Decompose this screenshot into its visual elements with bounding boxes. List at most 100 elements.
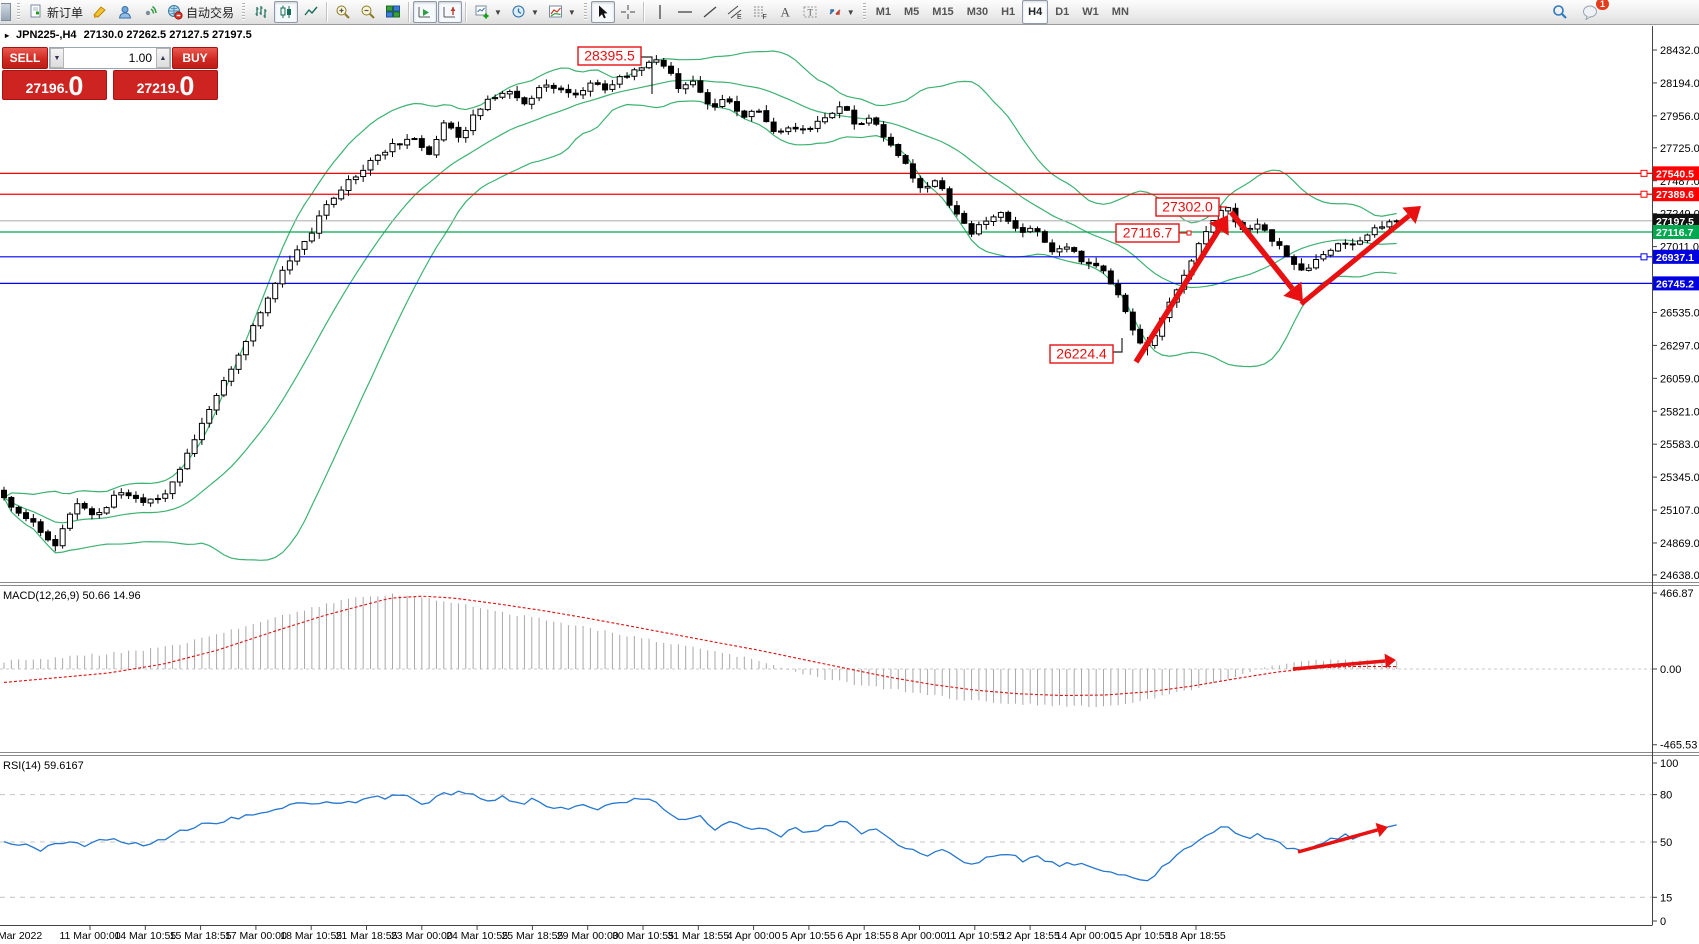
sell-price-main: 27196 [25, 80, 65, 96]
sell-button[interactable]: SELL [2, 47, 48, 69]
price-badge [1653, 224, 1699, 239]
autotrading-button[interactable]: 自动交易 [163, 1, 238, 23]
trendline-button[interactable] [698, 1, 722, 23]
hline-handle[interactable] [1640, 169, 1648, 177]
sell-price-dot: . [64, 80, 69, 96]
equidistant-channel-icon: E [727, 5, 742, 20]
price-tick: 27725.0 [1660, 143, 1699, 155]
time-label: 8 Apr 00:00 [893, 930, 947, 942]
price-badge-value: 27116.7 [1656, 227, 1694, 239]
timeframe-M15[interactable]: M15 [932, 6, 954, 18]
price-badge [1653, 249, 1699, 264]
horizontal-line-button[interactable] [673, 1, 697, 23]
rsi-panel[interactable] [0, 790, 1652, 898]
price-badge-value: 27197.5 [1656, 216, 1694, 228]
trend-arrowhead [1402, 206, 1421, 224]
price-label-box[interactable] [1155, 197, 1220, 217]
arrows-icon [829, 9, 841, 15]
toolbar: 新订单 自动交易 [0, 0, 1699, 25]
chart-shift-button[interactable] [438, 1, 463, 23]
trade-row: SELL ▼ ▲ BUY [2, 47, 218, 69]
trend-arrow[interactable] [1228, 210, 1295, 291]
time-label: 14 Apr 00:00 [1056, 930, 1116, 942]
macd-panel[interactable] [0, 593, 1652, 708]
auto-scroll-button[interactable] [413, 1, 438, 23]
timeframe-MN[interactable]: MN [1111, 6, 1129, 18]
signals-button[interactable] [138, 1, 162, 23]
search-button[interactable] [1548, 1, 1572, 23]
new-chart-dropdown[interactable]: ▼ [470, 1, 506, 23]
text-button[interactable]: A [773, 1, 797, 23]
new-order-label: 新订单 [47, 5, 84, 20]
volume-input[interactable] [64, 48, 156, 68]
autotrading-label: 自动交易 [186, 5, 235, 20]
volume-down-button[interactable]: ▼ [50, 48, 64, 68]
arrows-dropdown[interactable]: ▼ [823, 1, 859, 23]
crosshair-button[interactable] [616, 1, 640, 23]
timeframe-W1[interactable]: W1 [1082, 6, 1099, 18]
timeframe-M30[interactable]: M30 [966, 6, 989, 18]
candlestick-button[interactable] [274, 1, 299, 23]
time-label: 12 Apr 18:55 [1000, 930, 1060, 942]
svg-text:A: A [780, 5, 790, 20]
price-label-box[interactable] [1115, 223, 1180, 243]
text-label-button[interactable]: T [798, 1, 822, 23]
price-tick: 25821.0 [1660, 406, 1699, 418]
volume-box: ▼ ▲ [49, 47, 171, 69]
toolbar-right: 1 [1548, 0, 1609, 23]
vertical-line-button[interactable] [648, 1, 672, 23]
macd-signal-line [3, 595, 1397, 697]
time-label: 29 Mar 00:00 [557, 930, 619, 942]
timeframe-H4[interactable]: H4 [1022, 0, 1049, 24]
fibonacci-button[interactable]: F [748, 1, 772, 23]
templates-dropdown[interactable]: ▼ [544, 1, 580, 23]
trend-arrow[interactable] [1297, 828, 1379, 854]
trend-arrowhead [1384, 653, 1396, 669]
search-icon [1553, 5, 1567, 19]
cursor-button[interactable] [590, 1, 615, 23]
trend-arrow[interactable] [1292, 659, 1386, 671]
zoom-in-button[interactable] [331, 1, 355, 23]
new-order-button[interactable]: 新订单 [24, 1, 87, 23]
price-label-box[interactable] [1049, 344, 1114, 364]
channel-button[interactable]: E [723, 1, 747, 23]
chart-title: ▸ JPN225-,H4 27130.0 27262.5 27127.5 271… [5, 29, 252, 41]
price-tick: 25583.0 [1660, 439, 1699, 451]
annotation-anchor [1186, 230, 1192, 236]
tile-windows-button[interactable] [381, 1, 405, 23]
buy-button[interactable]: BUY [172, 47, 218, 69]
chat-button[interactable]: 1 [1578, 0, 1609, 23]
trend-arrow[interactable] [1299, 213, 1411, 306]
timeframe-M1[interactable]: M1 [875, 6, 891, 18]
volume-up-button[interactable]: ▲ [156, 48, 170, 68]
sell-price[interactable]: 27196. 0 [2, 70, 107, 100]
bar-chart-button[interactable] [249, 1, 273, 23]
price-label-box[interactable] [577, 46, 642, 66]
annotations[interactable]: 28395.5 27302.0 27116.7 26224.4 [577, 46, 1421, 854]
line-chart-button[interactable] [299, 1, 323, 23]
timeframe-M5[interactable]: M5 [904, 6, 920, 18]
buy-price[interactable]: 27219. 0 [113, 70, 218, 100]
rsi-tick: 80 [1660, 790, 1672, 802]
time-label: 18 Mar 10:55 [280, 930, 342, 942]
price-badge-value: 26745.2 [1656, 278, 1694, 290]
line-chart-icon [304, 6, 318, 16]
periods-dropdown[interactable]: ▼ [507, 1, 543, 23]
hline-handle[interactable] [1640, 253, 1648, 261]
timeframe-H1[interactable]: H1 [1001, 6, 1016, 18]
rsi-tick: 0 [1660, 916, 1666, 928]
price-axis[interactable]: 28432.028194.027956.027725.027487.027249… [1652, 45, 1699, 928]
candles [1, 55, 1400, 552]
styler-button[interactable] [88, 1, 112, 23]
caret-down-icon: ▼ [567, 7, 576, 17]
trend-arrow[interactable] [1133, 227, 1222, 364]
timeframe-D1[interactable]: D1 [1055, 6, 1070, 18]
main-chart-panel[interactable] [0, 50, 1652, 561]
time-label: 30 Mar 10:55 [612, 930, 674, 942]
zoom-out-button[interactable] [356, 1, 380, 23]
hline-handle[interactable] [1640, 190, 1648, 198]
profile-button[interactable] [113, 1, 137, 23]
time-label: 23 Mar 00:00 [391, 930, 453, 942]
